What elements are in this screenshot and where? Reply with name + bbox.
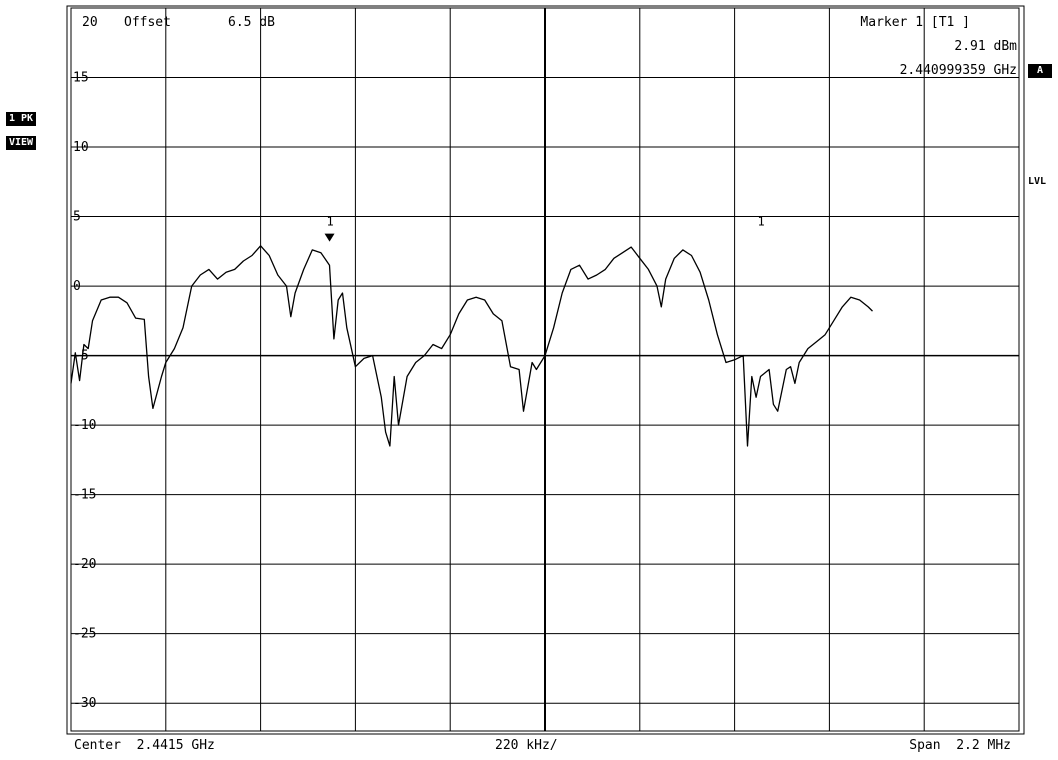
marker-label: 1 [757,215,764,229]
span-label: Span 2.2 MHz [909,738,1011,753]
marker-label: 1 [327,215,334,229]
grid-lines [71,8,1019,731]
trace-layer [70,245,873,447]
trace-detector-badge: 1 PK [6,112,37,126]
center-frequency-label: Center 2.4415 GHz [74,738,215,753]
plot-frame-outer [66,5,1025,735]
spectrum-trace [70,245,873,447]
y-tick-label: 0 [73,279,81,294]
marker-title: Marker 1 [T1 ] [860,15,970,30]
y-tick-label: 10 [73,140,89,155]
lvl-indicator: LVL [1028,176,1047,187]
y-tick-label: 15 [73,71,89,86]
offset-label: Offset [124,15,171,30]
per-division-label: 220 kHz/ [495,738,558,753]
marker-level: 2.91 dBm [954,39,1017,54]
offset-value: 6.5 dB [228,15,275,30]
y-tick-label: -30 [73,696,96,711]
marker-triangle [324,233,335,242]
y-tick-label: -10 [73,418,96,433]
y-tick-label: -15 [73,488,96,503]
y-tick-label: 5 [73,210,81,225]
view-badge: VIEW [6,136,37,150]
a-badge: A [1028,64,1053,78]
marker-frequency: 2.440999359 GHz [899,63,1017,78]
ref-level-label: 20 [82,15,98,30]
y-tick-label: -20 [73,557,96,572]
y-tick-label: -25 [73,627,96,642]
